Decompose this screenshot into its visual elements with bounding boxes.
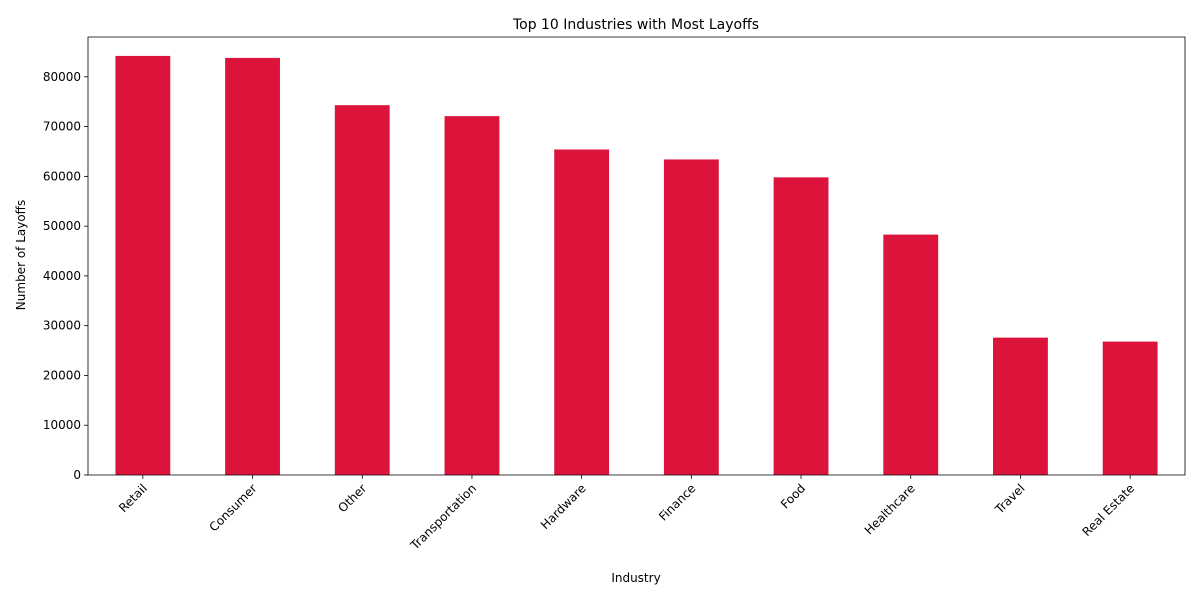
bar-consumer: [225, 57, 280, 476]
bar-finance: [663, 159, 719, 475]
x-tick-label: Transportation: [407, 481, 479, 553]
y-tick-label: 80000: [43, 70, 81, 84]
y-tick-label: 40000: [43, 269, 81, 283]
bar-hardware: [554, 149, 610, 475]
y-axis-ticks: 0 10000 20000 30000 40000 50000 60000 70000 8000…: [43, 70, 88, 482]
x-axis-label: Industry: [611, 571, 660, 585]
x-tick-label: Food: [778, 481, 808, 511]
bar-food: [773, 177, 829, 476]
y-tick-label: 50000: [43, 219, 81, 233]
y-tick-label: 0: [73, 468, 81, 482]
x-axis-ticks: Retail Consumer Other Transportation Hardwar…: [116, 475, 1137, 553]
x-tick-label: Healthcare: [862, 481, 918, 537]
x-tick-label: Retail: [116, 481, 150, 515]
x-tick-label: Other: [335, 481, 369, 515]
bar-healthcare: [883, 234, 939, 475]
y-tick-label: 10000: [43, 418, 81, 432]
bar-transportation: [444, 116, 500, 475]
y-axis-label: Number of Layoffs: [14, 200, 28, 310]
y-tick-label: 70000: [43, 120, 81, 134]
bars-group: [115, 55, 1158, 476]
bar-travel: [993, 337, 1048, 475]
y-tick-label: 20000: [43, 368, 81, 382]
x-tick-label: Consumer: [206, 481, 259, 534]
x-tick-label: Real Estate: [1080, 481, 1138, 539]
bar-real-estate: [1102, 341, 1158, 475]
bar-other: [334, 105, 390, 476]
chart-title: Top 10 Industries with Most Layoffs: [512, 17, 759, 33]
plot-frame: [87, 36, 1186, 476]
x-tick-label: Finance: [656, 481, 698, 523]
x-tick-label: Hardware: [538, 481, 589, 532]
y-tick-label: 60000: [43, 169, 81, 183]
bar-retail: [115, 55, 171, 475]
y-tick-label: 30000: [43, 319, 81, 333]
x-tick-label: Travel: [992, 481, 1028, 517]
